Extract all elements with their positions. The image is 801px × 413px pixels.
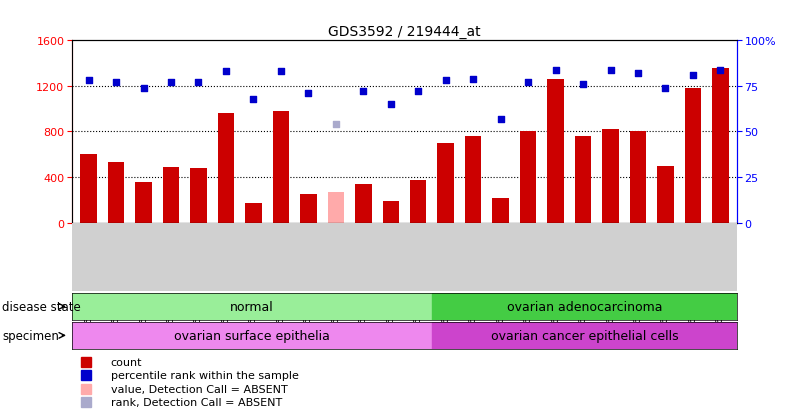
Bar: [300, 195, 316, 223]
Bar: [355, 184, 372, 223]
Bar: [432, 322, 737, 349]
Text: ovarian surface epithelia: ovarian surface epithelia: [174, 329, 330, 342]
Bar: [437, 143, 454, 223]
Bar: [602, 130, 619, 223]
Bar: [520, 132, 537, 223]
Point: [137, 85, 150, 92]
Bar: [190, 169, 207, 223]
Bar: [658, 166, 674, 223]
Bar: [547, 80, 564, 223]
Bar: [135, 182, 151, 223]
Point: [192, 80, 205, 86]
Point: [686, 73, 699, 79]
Bar: [72, 322, 432, 349]
Point: [549, 67, 562, 74]
Point: [714, 67, 727, 74]
Bar: [685, 89, 701, 223]
Title: GDS3592 / 219444_at: GDS3592 / 219444_at: [328, 25, 481, 39]
Bar: [245, 204, 262, 223]
Text: count: count: [111, 357, 143, 367]
Point: [247, 96, 260, 103]
Point: [439, 78, 452, 85]
Point: [275, 69, 288, 76]
Point: [659, 85, 672, 92]
Point: [521, 80, 534, 86]
Bar: [272, 112, 289, 223]
Bar: [72, 293, 432, 320]
Bar: [712, 69, 729, 223]
Bar: [80, 155, 97, 223]
Bar: [465, 137, 481, 223]
Bar: [575, 137, 591, 223]
Bar: [328, 192, 344, 223]
Text: value, Detection Call = ABSENT: value, Detection Call = ABSENT: [111, 384, 288, 394]
Bar: [432, 293, 737, 320]
Text: percentile rank within the sample: percentile rank within the sample: [111, 370, 299, 380]
Point: [384, 102, 397, 108]
Text: ovarian cancer epithelial cells: ovarian cancer epithelial cells: [491, 329, 678, 342]
Bar: [163, 167, 179, 223]
Bar: [108, 163, 124, 223]
Text: disease state: disease state: [2, 300, 81, 313]
Bar: [493, 198, 509, 223]
Point: [494, 116, 507, 123]
Bar: [630, 132, 646, 223]
Point: [219, 69, 232, 76]
Bar: [410, 181, 426, 223]
Point: [577, 82, 590, 88]
Point: [632, 71, 645, 77]
Point: [83, 78, 95, 85]
Point: [329, 121, 342, 128]
Point: [604, 67, 617, 74]
Point: [164, 80, 177, 86]
Point: [357, 89, 370, 95]
Point: [110, 80, 123, 86]
Bar: [383, 202, 399, 223]
Point: [302, 91, 315, 97]
Text: normal: normal: [230, 300, 274, 313]
Text: specimen: specimen: [2, 329, 59, 342]
Point: [412, 89, 425, 95]
Bar: [218, 114, 234, 223]
Text: rank, Detection Call = ABSENT: rank, Detection Call = ABSENT: [111, 397, 282, 407]
Point: [467, 76, 480, 83]
Text: ovarian adenocarcinoma: ovarian adenocarcinoma: [507, 300, 662, 313]
